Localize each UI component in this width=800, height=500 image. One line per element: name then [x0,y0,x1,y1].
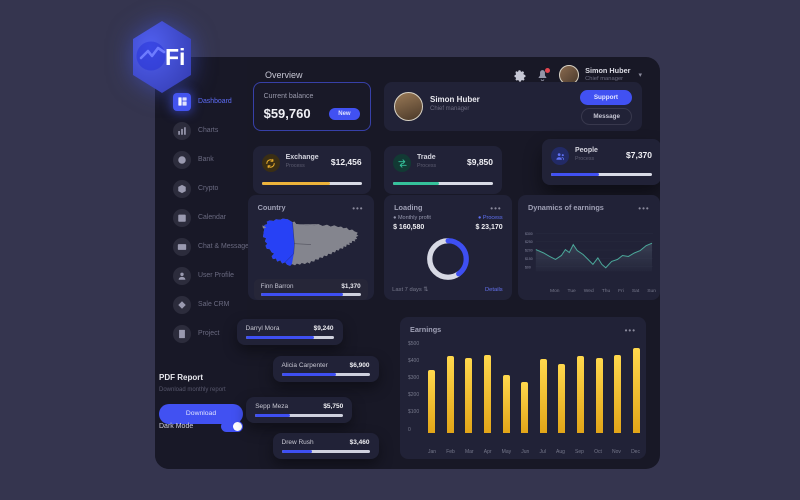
svg-text:$00: $00 [525,265,531,269]
svg-text:Fi: Fi [165,44,185,70]
svg-text:$300: $300 [525,231,533,235]
svg-text:$200: $200 [525,248,533,252]
svg-text:$150: $150 [525,257,533,261]
svg-text:$250: $250 [525,240,533,244]
